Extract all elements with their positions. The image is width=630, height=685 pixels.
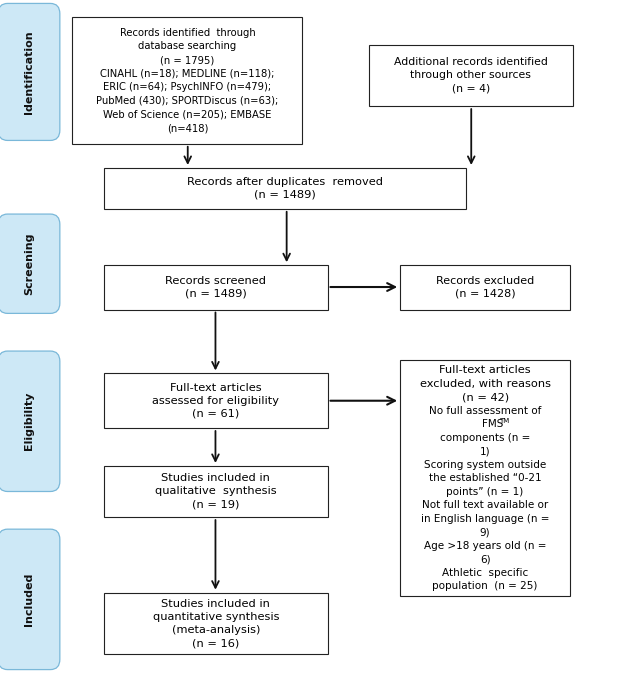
Text: Identification: Identification bbox=[24, 30, 34, 114]
Text: Studies included in
quantitative synthesis
(meta-analysis)
(n = 16): Studies included in quantitative synthes… bbox=[152, 599, 279, 648]
Text: Full-text articles
assessed for eligibility
(n = 61): Full-text articles assessed for eligibil… bbox=[152, 382, 279, 419]
FancyBboxPatch shape bbox=[0, 214, 60, 314]
FancyBboxPatch shape bbox=[400, 265, 570, 310]
Text: Additional records identified
through other sources
(n = 4): Additional records identified through ot… bbox=[394, 57, 548, 94]
Text: Screening: Screening bbox=[24, 232, 34, 295]
Text: No full assessment of: No full assessment of bbox=[429, 406, 541, 416]
FancyBboxPatch shape bbox=[0, 351, 60, 492]
Text: components (n =: components (n = bbox=[440, 433, 530, 443]
Text: the established “0-21: the established “0-21 bbox=[429, 473, 541, 484]
Text: Records screened
(n = 1489): Records screened (n = 1489) bbox=[165, 276, 266, 299]
Text: in English language (n =: in English language (n = bbox=[421, 514, 549, 524]
FancyBboxPatch shape bbox=[0, 3, 60, 140]
Text: Not full text available or: Not full text available or bbox=[422, 501, 548, 510]
Text: points” (n = 1): points” (n = 1) bbox=[447, 487, 524, 497]
FancyBboxPatch shape bbox=[104, 466, 328, 517]
Text: Full-text articles: Full-text articles bbox=[439, 365, 531, 375]
Text: Athletic  specific: Athletic specific bbox=[442, 568, 528, 578]
Text: 1): 1) bbox=[480, 447, 490, 456]
FancyBboxPatch shape bbox=[104, 593, 328, 654]
Text: Scoring system outside: Scoring system outside bbox=[424, 460, 546, 470]
FancyBboxPatch shape bbox=[104, 168, 466, 209]
Text: (n = 42): (n = 42) bbox=[462, 393, 508, 402]
FancyBboxPatch shape bbox=[104, 373, 328, 428]
Text: FMS: FMS bbox=[482, 419, 503, 429]
Text: 6): 6) bbox=[480, 554, 490, 564]
Text: 9): 9) bbox=[480, 527, 490, 538]
FancyBboxPatch shape bbox=[72, 17, 302, 144]
Text: Included: Included bbox=[24, 573, 34, 626]
FancyBboxPatch shape bbox=[400, 360, 570, 596]
Text: Records identified  through
database searching
(n = 1795)
CINAHL (n=18); MEDLINE: Records identified through database sear… bbox=[96, 28, 278, 133]
FancyBboxPatch shape bbox=[0, 530, 60, 670]
Text: Age >18 years old (n =: Age >18 years old (n = bbox=[424, 541, 546, 551]
Text: Records excluded
(n = 1428): Records excluded (n = 1428) bbox=[436, 276, 534, 299]
Text: Studies included in
qualitative  synthesis
(n = 19): Studies included in qualitative synthesi… bbox=[155, 473, 277, 510]
Text: Records after duplicates  removed
(n = 1489): Records after duplicates removed (n = 14… bbox=[187, 177, 383, 200]
Text: Eligibility: Eligibility bbox=[24, 392, 34, 451]
Text: TM: TM bbox=[499, 418, 509, 424]
Text: excluded, with reasons: excluded, with reasons bbox=[420, 379, 551, 389]
Text: population  (n = 25): population (n = 25) bbox=[432, 582, 538, 591]
FancyBboxPatch shape bbox=[369, 45, 573, 106]
FancyBboxPatch shape bbox=[104, 265, 328, 310]
